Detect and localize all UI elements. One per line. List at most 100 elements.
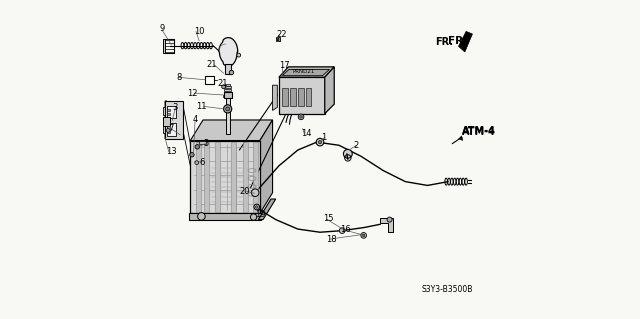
Circle shape [252,189,259,197]
Polygon shape [279,77,324,114]
Bar [230,142,236,212]
Circle shape [226,107,230,111]
Text: 21: 21 [218,79,228,88]
Bar [225,86,230,88]
Circle shape [221,85,225,89]
Bar [189,213,262,219]
Circle shape [362,234,365,237]
Circle shape [361,233,367,238]
Text: 22: 22 [276,30,287,39]
Bar [166,113,170,115]
Bar [253,142,258,212]
Text: S3Y3-B3500B: S3Y3-B3500B [421,285,472,294]
Circle shape [195,161,198,165]
Circle shape [319,141,321,144]
Text: 8: 8 [176,73,182,82]
Bar [214,142,220,212]
Circle shape [250,214,257,220]
Bar [290,88,296,106]
Bar [225,84,230,85]
Text: 2: 2 [353,141,358,150]
Polygon shape [279,67,334,77]
Bar [226,95,230,134]
Text: 15: 15 [323,214,333,223]
Bar [243,142,248,212]
Text: PRND21: PRND21 [292,70,315,74]
Circle shape [237,53,241,57]
Circle shape [387,217,392,222]
Bar [166,126,170,129]
Bar [205,76,214,84]
Circle shape [166,129,170,132]
Text: 21: 21 [207,60,217,69]
Text: 20: 20 [239,187,250,196]
Circle shape [229,70,234,75]
Polygon shape [259,199,276,219]
Text: 9: 9 [159,24,164,33]
Circle shape [339,228,345,234]
Polygon shape [199,141,206,144]
Bar [190,141,260,213]
Circle shape [344,149,352,158]
Text: ATM-4: ATM-4 [462,126,496,136]
Bar [298,88,303,106]
Polygon shape [190,120,273,141]
Bar [166,122,176,136]
Text: 13: 13 [166,147,176,156]
Bar [166,109,170,111]
Bar [165,101,184,139]
Polygon shape [163,125,165,133]
Bar [224,92,232,94]
Circle shape [300,115,302,118]
Circle shape [223,105,232,113]
Text: 7: 7 [168,124,174,133]
Circle shape [189,152,194,157]
Bar [282,88,288,106]
Polygon shape [282,69,330,76]
Bar [164,39,174,53]
Polygon shape [324,67,334,114]
Text: ATM-4: ATM-4 [462,127,496,137]
Text: 1: 1 [321,133,327,142]
Text: 6: 6 [199,158,205,167]
Polygon shape [458,32,472,52]
Circle shape [255,206,258,208]
Text: 16: 16 [340,225,351,234]
Bar [163,117,170,126]
Text: 17: 17 [279,61,289,70]
Text: 3: 3 [172,103,178,112]
Text: 11: 11 [196,102,207,111]
Bar [306,88,312,106]
Polygon shape [219,38,238,66]
Text: 18: 18 [326,235,337,244]
Circle shape [298,114,304,120]
Circle shape [195,145,200,149]
Text: 10: 10 [194,27,204,36]
Bar [166,130,170,133]
Bar [163,39,165,53]
Text: 5: 5 [204,139,209,148]
Bar [166,106,176,118]
Circle shape [254,204,260,210]
Polygon shape [380,218,393,232]
Polygon shape [276,37,280,41]
Polygon shape [458,136,463,141]
Bar [196,142,201,212]
Bar [204,142,209,212]
Polygon shape [163,107,165,115]
Bar [225,64,231,74]
Bar [223,95,232,97]
Polygon shape [260,120,273,213]
Text: FR.: FR. [448,36,467,46]
Text: 19: 19 [255,210,266,219]
Bar [223,92,232,98]
Circle shape [198,213,205,220]
Polygon shape [165,101,166,139]
Text: FR.: FR. [435,37,453,47]
Polygon shape [273,85,277,110]
Text: 14: 14 [301,129,312,138]
Circle shape [316,138,324,146]
Bar [224,89,231,91]
Text: 12: 12 [187,89,197,98]
Text: 4: 4 [193,115,198,124]
